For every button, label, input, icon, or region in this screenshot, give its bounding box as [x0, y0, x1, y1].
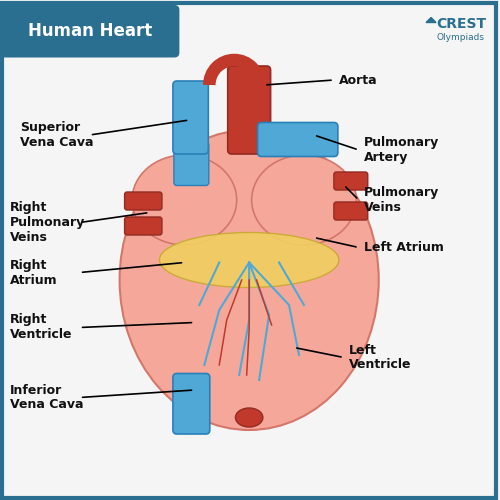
- FancyBboxPatch shape: [124, 217, 162, 235]
- Polygon shape: [426, 18, 436, 22]
- Ellipse shape: [236, 408, 263, 427]
- Ellipse shape: [132, 155, 236, 245]
- FancyBboxPatch shape: [124, 192, 162, 210]
- Text: Pulmonary
Veins: Pulmonary Veins: [364, 186, 439, 214]
- Ellipse shape: [252, 155, 356, 245]
- FancyBboxPatch shape: [174, 142, 209, 186]
- FancyBboxPatch shape: [334, 202, 368, 220]
- Text: Pulmonary
Artery: Pulmonary Artery: [364, 136, 439, 164]
- Text: Superior
Vena Cava: Superior Vena Cava: [20, 121, 94, 149]
- Ellipse shape: [120, 130, 378, 430]
- Text: Right
Atrium: Right Atrium: [10, 258, 58, 286]
- Text: Human Heart: Human Heart: [28, 22, 152, 40]
- FancyBboxPatch shape: [228, 66, 270, 154]
- FancyBboxPatch shape: [334, 172, 368, 190]
- Text: Left
Ventricle: Left Ventricle: [349, 344, 412, 371]
- FancyBboxPatch shape: [258, 122, 338, 156]
- Text: Left Atrium: Left Atrium: [364, 241, 444, 254]
- FancyBboxPatch shape: [173, 374, 210, 434]
- FancyBboxPatch shape: [173, 81, 208, 154]
- FancyBboxPatch shape: [0, 5, 180, 58]
- Text: Inferior
Vena Cava: Inferior Vena Cava: [10, 384, 84, 411]
- Text: Right
Ventricle: Right Ventricle: [10, 314, 72, 342]
- Text: Aorta: Aorta: [339, 74, 378, 86]
- Ellipse shape: [160, 232, 339, 287]
- Text: Right
Pulmonary
Veins: Right Pulmonary Veins: [10, 201, 85, 244]
- Text: CREST: CREST: [436, 18, 486, 32]
- Text: Olympiads: Olympiads: [436, 32, 484, 42]
